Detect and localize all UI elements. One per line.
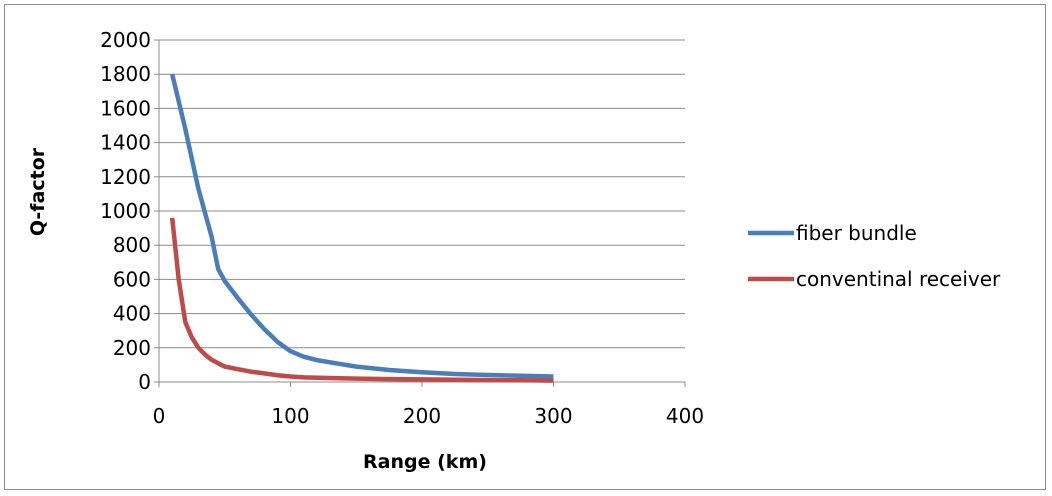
legend-label-0: fiber bundle — [796, 221, 917, 245]
y-tick-label-2000: 2000 — [100, 28, 151, 52]
x-tick-label-300: 300 — [534, 404, 572, 428]
x-tick-labels: 0 100 200 300 400 — [153, 404, 704, 428]
series-lines — [169, 73, 554, 383]
y-tick-labels: 0 200 400 600 800 1000 1200 1400 1600 1800 2000 — [100, 28, 151, 394]
y-tick-label-400: 400 — [113, 302, 151, 326]
x-tick-label-200: 200 — [403, 404, 441, 428]
chart-frame — [4, 4, 1046, 490]
y-axis-title: Q-factor — [27, 147, 49, 236]
x-tick-label-100: 100 — [271, 404, 309, 428]
x-tick-label-400: 400 — [666, 404, 704, 428]
series-line-1 — [169, 217, 554, 383]
y-tick-label-600: 600 — [113, 267, 151, 291]
y-tick-label-1600: 1600 — [100, 96, 151, 120]
legend: fiber bundle conventinal receiver — [748, 221, 1001, 291]
y-tick-label-1400: 1400 — [100, 131, 151, 155]
y-tick-label-200: 200 — [113, 336, 151, 360]
y-tick-label-0: 0 — [138, 370, 151, 394]
legend-label-1: conventinal receiver — [796, 267, 1001, 291]
gridlines — [159, 39, 685, 349]
y-tick-label-1800: 1800 — [100, 62, 151, 86]
x-axis-title: Range (km) — [363, 451, 487, 473]
axes — [154, 39, 686, 387]
y-tick-label-800: 800 — [113, 233, 151, 257]
series-line-0 — [170, 73, 554, 379]
y-tick-label-1000: 1000 — [100, 199, 151, 223]
x-tick-label-0: 0 — [153, 404, 166, 428]
y-tick-label-1200: 1200 — [100, 165, 151, 189]
